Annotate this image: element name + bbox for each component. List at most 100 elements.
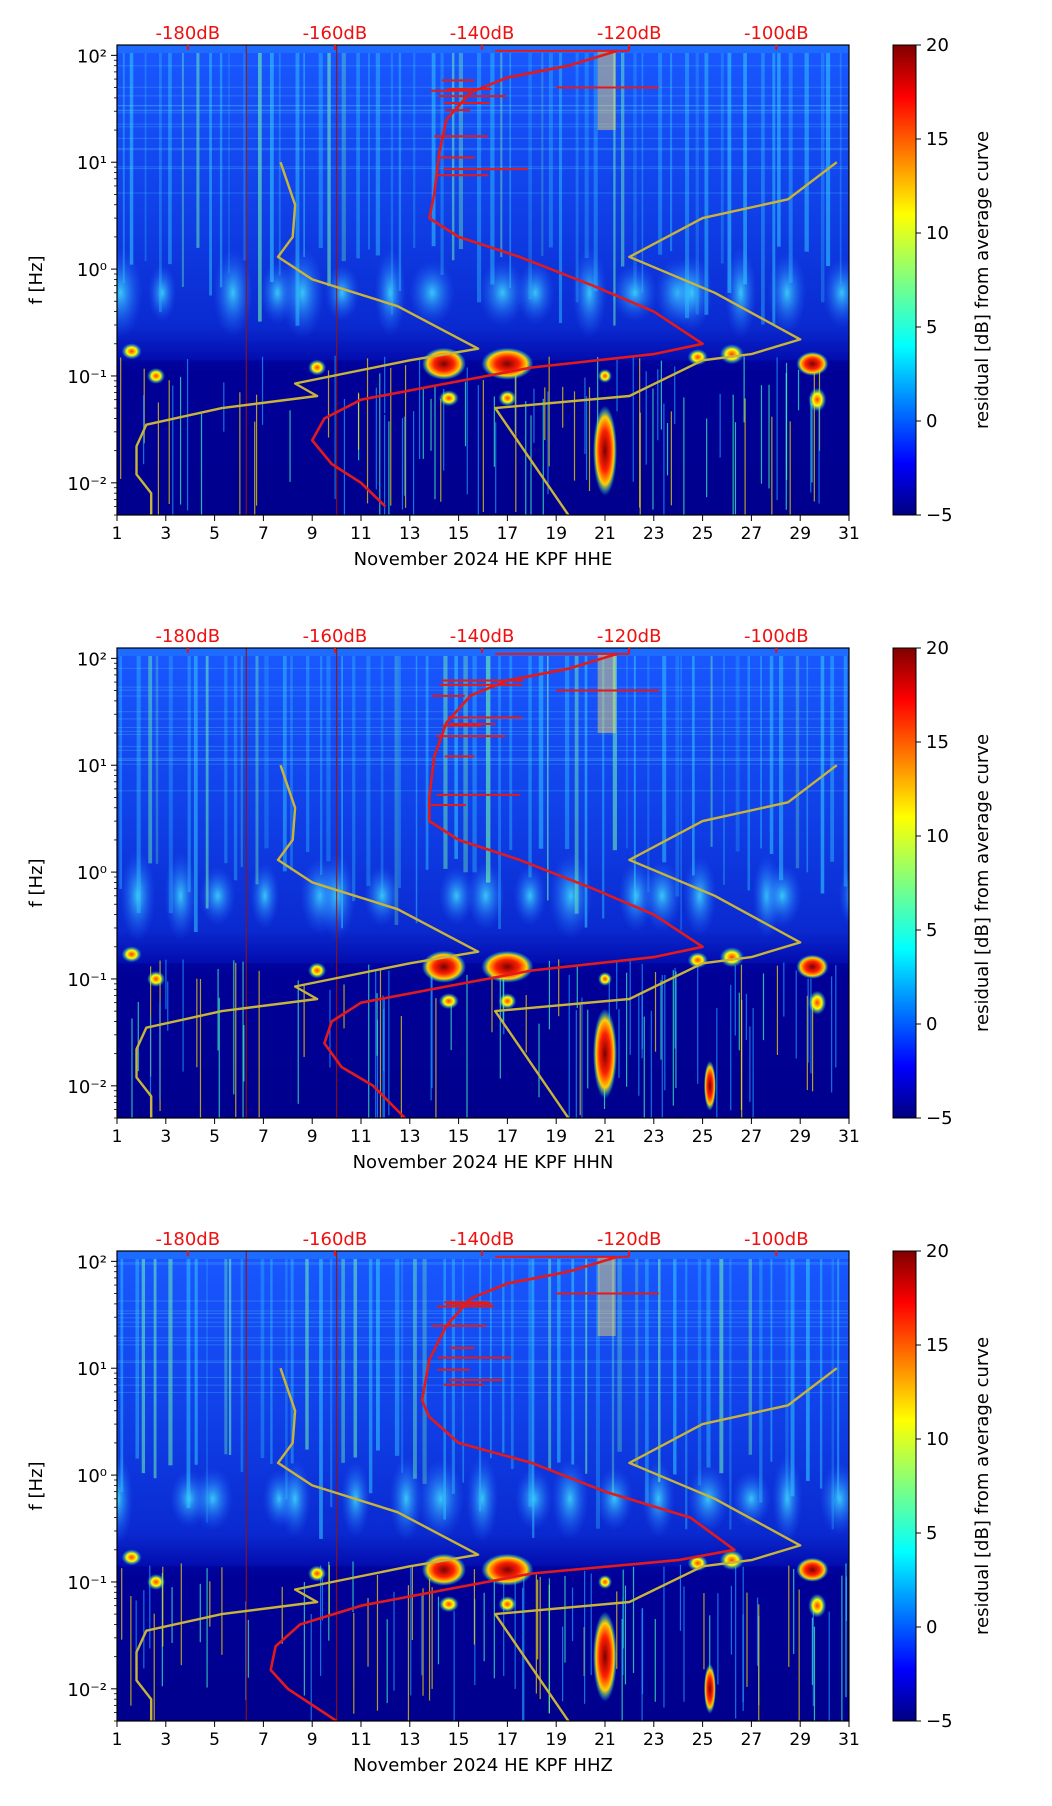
daily-noise-streak xyxy=(458,50,464,250)
daily-noise-streak xyxy=(747,653,751,891)
daily-noise-streak xyxy=(558,50,563,324)
transient-spike xyxy=(453,1610,455,1721)
transient-spike xyxy=(390,367,392,506)
x-tick-label: 15 xyxy=(448,1730,470,1750)
x-tick-label: 23 xyxy=(643,524,665,544)
daily-noise-streak xyxy=(574,653,579,914)
x-tick-label: 17 xyxy=(497,1730,519,1750)
daily-noise-streak xyxy=(341,1256,345,1463)
storm-energy-blob xyxy=(308,359,327,376)
storm-energy-blob xyxy=(719,1550,744,1571)
daily-noise-streak xyxy=(617,1256,622,1452)
transient-spike xyxy=(762,973,765,1041)
transient-spike xyxy=(807,978,809,1063)
daily-noise-streak xyxy=(122,50,125,284)
x-tick-label: 25 xyxy=(692,524,714,544)
daily-noise-streak xyxy=(181,50,184,287)
narrowband-line xyxy=(117,1321,849,1323)
transient-spike xyxy=(788,1565,790,1667)
transient-spike xyxy=(383,998,385,1118)
transient-spike xyxy=(153,1613,155,1721)
daily-noise-streak xyxy=(685,50,690,319)
transient-spike xyxy=(716,1008,718,1118)
x-tick-label: 9 xyxy=(307,1127,318,1147)
colorbar xyxy=(892,1250,917,1722)
microseism-glow xyxy=(670,254,713,332)
colorbar-tick-label: −5 xyxy=(926,1711,953,1732)
daily-noise-streak xyxy=(228,50,230,273)
y-tick-label: 10⁻¹ xyxy=(67,367,107,388)
transient-spike xyxy=(571,1587,574,1642)
daily-noise-streak xyxy=(120,1256,124,1492)
daily-noise-streak xyxy=(258,50,262,322)
narrowband-line xyxy=(117,759,849,761)
transient-spike xyxy=(379,969,382,1118)
narrowband-line xyxy=(117,757,849,759)
transient-spike xyxy=(353,1612,355,1714)
transient-spike xyxy=(120,357,122,479)
y-axis-label: f [Hz] xyxy=(26,858,47,907)
colorbar-tick-label: 10 xyxy=(926,223,949,244)
narrowband-line xyxy=(117,727,849,729)
x-tick-label: 19 xyxy=(545,1730,567,1750)
daily-noise-streak xyxy=(611,1256,615,1495)
long-period-event xyxy=(593,1611,617,1702)
x-tick-label: 3 xyxy=(160,1127,171,1147)
microseism-glow xyxy=(687,1464,730,1533)
transient-spike xyxy=(289,410,291,482)
transient-spike xyxy=(422,1588,424,1696)
colorbar xyxy=(892,647,917,1119)
transient-spike xyxy=(768,384,770,489)
y-tick-label: 10⁰ xyxy=(77,1466,107,1487)
daily-noise-streak xyxy=(224,1256,228,1455)
daily-noise-streak xyxy=(375,50,381,256)
transient-spike xyxy=(243,1025,245,1082)
daily-noise-streak xyxy=(575,50,579,303)
x-axis-label: November 2024 HE KPF HHN xyxy=(353,1152,614,1173)
transient-spike xyxy=(157,402,159,515)
daily-noise-streak xyxy=(790,1256,795,1497)
daily-noise-streak xyxy=(510,1256,514,1469)
x-tick-label: 1 xyxy=(112,1127,123,1147)
x-tick-label: 17 xyxy=(497,524,519,544)
storm-energy-blob xyxy=(796,351,829,376)
daily-noise-streak xyxy=(593,50,598,292)
median-psd-curve xyxy=(310,49,704,508)
daily-noise-streak xyxy=(602,653,605,919)
transient-spike xyxy=(466,367,468,495)
transient-spike xyxy=(261,356,264,425)
daily-noise-streak xyxy=(788,50,793,283)
transient-spike xyxy=(652,388,654,510)
transient-spike xyxy=(172,385,174,515)
storm-energy-blob xyxy=(481,1553,534,1586)
transient-spike xyxy=(383,1008,385,1072)
storm-energy-blob xyxy=(719,344,744,365)
daily-noise-streak xyxy=(778,653,784,881)
narrowband-line xyxy=(117,104,849,106)
microseism-glow xyxy=(551,1458,589,1540)
microseism-glow xyxy=(572,247,607,339)
daily-noise-streak xyxy=(785,1256,789,1496)
daily-noise-streak xyxy=(472,653,477,873)
colorbar-label: residual [dB] from average curve xyxy=(972,734,993,1032)
daily-noise-streak xyxy=(376,1256,380,1451)
daily-noise-streak xyxy=(704,50,709,315)
daily-noise-streak xyxy=(743,50,747,285)
transient-spike xyxy=(235,962,237,1118)
narrowband-line xyxy=(117,1300,849,1302)
transient-spike xyxy=(785,373,787,510)
y-tick-label: 10⁻² xyxy=(67,474,107,495)
daily-noise-streak xyxy=(270,1256,273,1465)
transient-spike xyxy=(366,358,369,504)
daily-noise-streak xyxy=(548,50,553,248)
transient-spike xyxy=(810,978,812,1074)
microseism-glow xyxy=(513,865,547,927)
microseism-glow xyxy=(213,248,253,338)
x-tick-label: 23 xyxy=(643,1730,665,1750)
daily-noise-streak xyxy=(320,653,323,875)
transient-spike xyxy=(443,388,445,471)
daily-noise-streak xyxy=(657,1256,661,1482)
transient-spike xyxy=(573,391,576,481)
transient-spike xyxy=(422,387,424,459)
